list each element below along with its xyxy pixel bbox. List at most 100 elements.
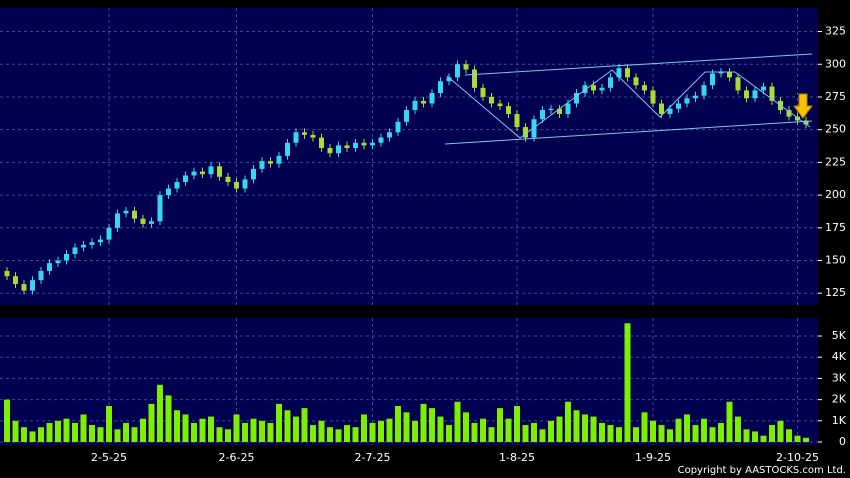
volume-bar <box>352 427 359 443</box>
x-tick-label: 2-6-25 <box>219 451 255 464</box>
volume-bar <box>63 418 70 443</box>
candle-body <box>200 171 205 175</box>
candle-body <box>395 121 401 133</box>
volume-bar <box>480 418 486 443</box>
volume-bar <box>344 425 350 443</box>
volume-bar <box>131 427 138 443</box>
candle-body <box>625 68 630 78</box>
candle-body <box>378 137 384 143</box>
volume-bar <box>327 427 333 443</box>
y-tick-label: 0 <box>839 435 846 448</box>
volume-bar <box>216 427 223 443</box>
candle-body <box>608 77 613 88</box>
candle-body <box>140 218 146 224</box>
volume-bar <box>752 431 758 443</box>
candle-body <box>387 132 392 138</box>
y-tick-label: 300 <box>825 57 846 70</box>
volume-bar <box>55 420 61 443</box>
volume-bar <box>89 425 95 443</box>
volume-bar <box>46 422 53 443</box>
volume-bar <box>735 416 741 443</box>
candle-body <box>81 244 86 248</box>
volume-bar <box>293 416 299 443</box>
candle-body <box>472 69 477 88</box>
candle-body <box>276 155 282 164</box>
mark-layer <box>4 60 809 443</box>
candle-body <box>693 95 698 99</box>
candle-body <box>446 77 452 82</box>
volume-bar <box>267 422 274 443</box>
volume-bar <box>335 429 342 443</box>
volume-bar <box>488 427 495 443</box>
candle-body <box>217 166 222 177</box>
candle-body <box>115 213 120 228</box>
y-tick-label: 275 <box>825 90 846 103</box>
volume-bar <box>565 401 571 443</box>
candle-body <box>523 127 528 138</box>
candle-body <box>166 188 171 196</box>
candle-body <box>565 103 571 114</box>
volume-bar <box>38 427 44 443</box>
candle-body <box>803 120 809 125</box>
candle-body <box>157 195 163 222</box>
volume-bar <box>378 420 384 443</box>
candle-body <box>599 87 605 91</box>
candle-body <box>489 96 494 104</box>
candle-body <box>667 108 673 114</box>
volume-bar <box>157 384 163 443</box>
candle-body <box>642 85 647 91</box>
volume-bar <box>760 435 767 443</box>
candle-body <box>310 134 316 138</box>
volume-bar <box>684 414 690 443</box>
volume-bar <box>497 408 503 443</box>
volume-bar <box>361 414 367 443</box>
candle-body <box>89 242 95 245</box>
volume-bar <box>463 412 469 443</box>
volume-bar <box>522 425 529 443</box>
volume-bar <box>429 408 435 443</box>
candle-body <box>744 90 749 99</box>
candle-body <box>650 90 656 104</box>
candle-body <box>72 247 78 254</box>
candle-body <box>174 182 180 189</box>
candle-body <box>463 64 469 70</box>
volume-bar <box>4 399 10 443</box>
candle-body <box>208 166 214 175</box>
candle-body <box>769 86 775 101</box>
candle-body <box>480 87 486 97</box>
price-panel <box>0 8 818 305</box>
copyright: Copyright by AASTOCKS.com Ltd. <box>678 465 846 476</box>
volume-bar <box>590 416 597 443</box>
x-tick-label: 2-10-25 <box>776 451 819 464</box>
y-tick-label: 1K <box>832 414 847 427</box>
y-tick-label: 150 <box>825 254 846 267</box>
candle-body <box>13 276 18 285</box>
y-tick-label: 3K <box>832 371 847 384</box>
candle-body <box>64 253 69 261</box>
volume-bar <box>21 427 27 443</box>
candle-body <box>361 142 367 146</box>
y-tick-label: 125 <box>825 286 846 299</box>
volume-bar <box>777 420 784 443</box>
volume-bar <box>531 422 537 443</box>
candle-body <box>149 221 154 224</box>
volume-bar <box>420 403 427 443</box>
candle-body <box>225 176 231 183</box>
y-tick-label: 175 <box>825 221 846 234</box>
volume-bar <box>624 323 631 443</box>
volume-bar <box>165 395 172 443</box>
candle-body <box>30 280 35 291</box>
volume-bar <box>310 425 316 443</box>
volume-bar <box>114 429 121 443</box>
volume-bar <box>412 420 418 443</box>
volume-bar <box>514 405 520 443</box>
volume-bar <box>471 422 478 443</box>
candle-body <box>302 132 307 135</box>
volume-bar <box>12 420 19 443</box>
candle-body <box>268 161 273 164</box>
candle-body <box>506 106 511 114</box>
candle-body <box>710 73 715 86</box>
y-tick-label: 4K <box>832 350 847 363</box>
candle-body <box>591 85 596 91</box>
candle-body <box>701 85 707 96</box>
